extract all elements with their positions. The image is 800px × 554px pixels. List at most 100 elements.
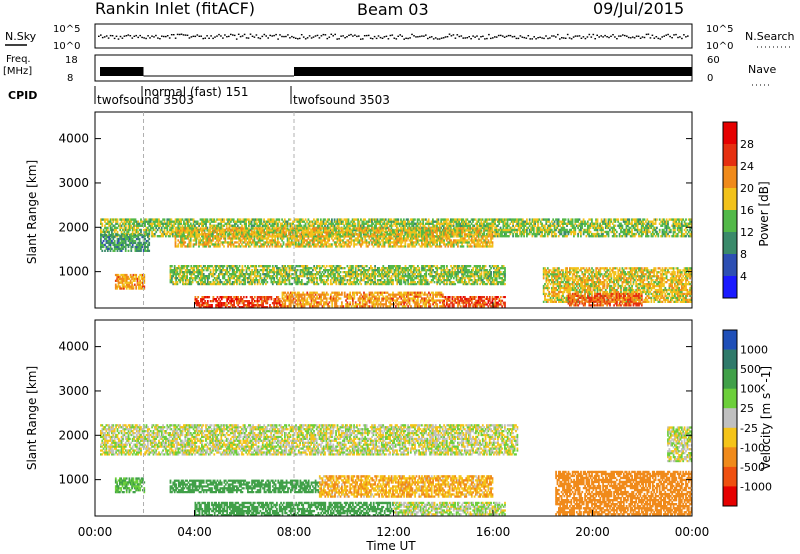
data-cell <box>491 222 494 225</box>
data-cell <box>367 229 369 232</box>
data-cell <box>344 235 347 238</box>
data-cell <box>591 218 593 221</box>
data-cell <box>397 230 400 234</box>
data-cell <box>335 245 337 248</box>
data-cell <box>632 232 635 236</box>
nsky-tick-bottom: 10^0 <box>53 41 80 52</box>
data-cell <box>127 245 130 249</box>
data-cell <box>404 241 407 244</box>
data-cell <box>205 239 207 242</box>
data-cell <box>676 228 679 232</box>
nsky-point <box>251 35 254 37</box>
data-cell <box>236 241 239 244</box>
data-cell <box>535 220 538 223</box>
data-cell <box>207 220 210 223</box>
data-cell <box>319 218 322 221</box>
data-cell <box>113 245 116 249</box>
data-cell <box>408 243 411 246</box>
nsky-point <box>178 33 181 36</box>
nsky-point <box>373 35 376 38</box>
data-cell <box>537 220 539 223</box>
data-cell <box>347 224 350 227</box>
data-cell <box>437 229 440 232</box>
data-cell <box>458 235 460 238</box>
data-cell <box>506 220 509 223</box>
data-cell <box>194 239 196 242</box>
data-cell <box>124 279 127 282</box>
data-cell <box>639 228 642 232</box>
data-cell <box>101 235 104 238</box>
data-cell <box>109 218 112 221</box>
data-cell <box>187 233 189 236</box>
data-cell <box>167 235 170 238</box>
data-cell <box>174 241 177 244</box>
data-cell <box>645 228 647 232</box>
data-cell <box>589 230 592 234</box>
data-cell <box>254 227 257 230</box>
data-cell <box>188 235 191 238</box>
data-cell <box>218 222 221 225</box>
data-cell <box>415 224 418 227</box>
data-cell <box>432 227 434 230</box>
data-cell <box>349 241 351 244</box>
data-cell <box>317 235 319 238</box>
data-cell <box>615 218 618 221</box>
data-cell <box>600 230 603 234</box>
data-cell <box>423 245 426 248</box>
nsky-point <box>454 37 457 39</box>
data-cell <box>548 224 550 227</box>
data-cell <box>372 235 375 238</box>
data-cell <box>509 232 512 236</box>
data-cell <box>495 218 498 221</box>
data-cell <box>397 241 400 244</box>
nsky-point <box>511 36 514 38</box>
data-cell <box>270 218 272 221</box>
data-cell <box>228 218 231 221</box>
data-cell <box>239 229 242 232</box>
nsky-point <box>194 35 197 38</box>
data-cell <box>621 226 624 230</box>
data-cell <box>625 235 628 238</box>
nsky-point <box>570 38 573 40</box>
data-cell <box>340 229 343 232</box>
data-cell <box>521 220 524 223</box>
data-cell <box>390 233 393 236</box>
data-cell <box>274 239 277 242</box>
data-cell <box>318 229 321 232</box>
data-cell <box>433 220 436 223</box>
data-cell <box>243 241 246 244</box>
data-cell <box>675 232 678 236</box>
data-cell <box>194 229 196 232</box>
data-cell <box>379 231 382 234</box>
nsky-point <box>302 36 305 38</box>
data-cell <box>562 224 564 227</box>
data-cell <box>112 218 115 221</box>
data-cell <box>340 218 343 221</box>
data-cell <box>242 230 245 234</box>
data-cell <box>682 235 685 238</box>
data-cell <box>202 233 205 236</box>
data-cell <box>484 218 487 221</box>
data-cell <box>393 239 396 242</box>
data-cell <box>479 243 481 246</box>
data-cell <box>475 237 477 240</box>
data-cell <box>113 228 116 232</box>
data-cell <box>589 218 592 221</box>
data-cell <box>373 220 376 223</box>
data-cell <box>169 220 171 223</box>
data-cell <box>683 228 686 232</box>
data-cell <box>375 239 378 242</box>
data-cell <box>248 220 250 223</box>
data-cell <box>676 224 679 227</box>
data-cell <box>346 222 348 225</box>
data-cell <box>167 230 170 234</box>
data-cell <box>414 227 416 230</box>
data-cell <box>585 228 588 232</box>
data-cell <box>372 218 375 221</box>
data-cell <box>445 222 448 225</box>
data-cell <box>380 239 383 242</box>
data-cell <box>281 239 283 242</box>
data-cell <box>661 230 664 234</box>
data-cell <box>416 235 419 238</box>
data-cell <box>307 231 310 234</box>
